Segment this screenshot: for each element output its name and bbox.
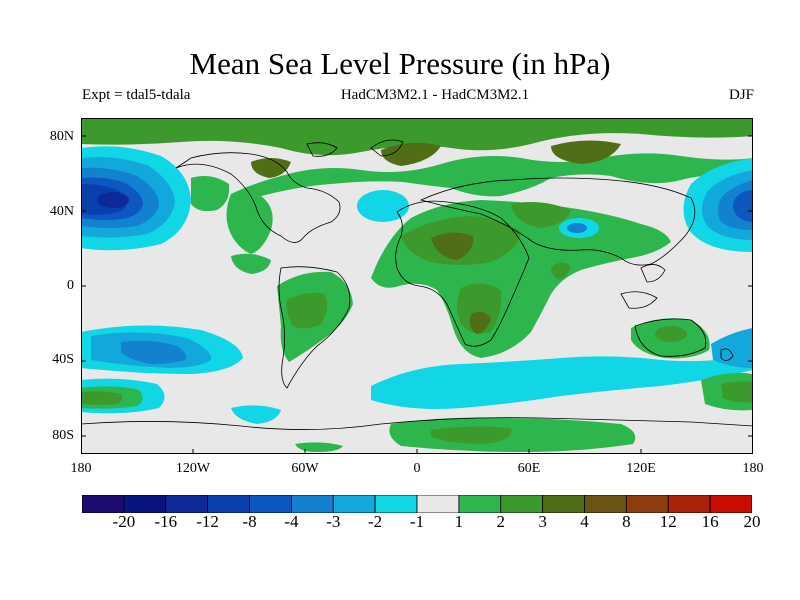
- colorbar-label-13: 8: [622, 512, 631, 531]
- north-atlantic-low: [357, 190, 409, 222]
- colorbar-swatch-13: [584, 495, 627, 513]
- africa-eurasia-field: [371, 200, 671, 358]
- lon-label-0: 0: [413, 461, 421, 476]
- lat-label-40n: 40N: [49, 204, 74, 219]
- lat-label-80s: 80S: [52, 428, 74, 443]
- colorbar: [82, 495, 752, 513]
- colorbar-swatch-14: [625, 495, 669, 513]
- colorbar-label-14: 12: [659, 512, 677, 531]
- colorbar-swatch-4: [207, 495, 250, 513]
- colorbar-label-12: 4: [580, 512, 589, 531]
- colorbar-label-2: -16: [154, 512, 178, 531]
- arctic-field: [81, 118, 753, 254]
- lon-label-60e: 60E: [517, 461, 541, 476]
- colorbar-label-9: 1: [454, 512, 464, 531]
- coastlines: [81, 139, 753, 430]
- colorbar-label-7: -2: [368, 512, 383, 531]
- colorbar-swatch-3: [165, 495, 209, 513]
- colorbar-label-5: -4: [284, 512, 299, 531]
- pressure-map: [81, 118, 753, 454]
- colorbar-labels: -20 -16 -12 -8 -4 -3 -2 -1 1 2 3 4 8 12 16 20: [0, 512, 800, 536]
- lat-label-40s: 40S: [52, 352, 74, 367]
- south-pacific-low: [81, 325, 243, 374]
- south-america-field: [231, 253, 353, 362]
- axis-ticks: [81, 135, 753, 454]
- colorbar-swatch-10: [458, 495, 502, 513]
- tibet-low: [559, 218, 599, 238]
- lon-label-180w: 180: [70, 461, 92, 476]
- colorbar-swatch-8: [374, 495, 418, 513]
- colorbar-swatch-7: [332, 495, 376, 513]
- lat-label-80n: 80N: [49, 129, 74, 144]
- season-label: DJF: [728, 87, 754, 103]
- lon-label-60w: 60W: [291, 461, 319, 476]
- southern-ocean-belt: [231, 328, 753, 424]
- colorbar-swatch-11: [500, 495, 544, 513]
- colorbar-swatch-9: [416, 495, 460, 513]
- lon-label-120e: 120E: [626, 461, 656, 476]
- model-label: HadCM3M2.1 - HadCM3M2.1: [340, 87, 530, 103]
- antarctic-field: [295, 417, 636, 452]
- lon-label-120w: 120W: [175, 461, 211, 476]
- colorbar-label-15: 16: [701, 512, 719, 531]
- experiment-label: Expt = tdal5-tdala: [82, 87, 191, 103]
- australia-field: [631, 318, 710, 359]
- north-pacific-low: [81, 146, 191, 251]
- colorbar-swatch-16: [709, 495, 752, 513]
- south-pacific-high: [81, 372, 753, 414]
- colorbar-label-11: 3: [538, 512, 547, 531]
- lon-label-180e: 180: [742, 461, 764, 476]
- colorbar-swatch-2: [123, 495, 167, 513]
- colorbar-label-16: 20: [743, 512, 761, 531]
- colorbar-swatch-5: [249, 495, 292, 513]
- colorbar-swatch-12: [542, 495, 585, 513]
- colorbar-label-1: -20: [112, 512, 136, 531]
- colorbar-label-3: -12: [196, 512, 219, 531]
- colorbar-label-6: -3: [326, 512, 341, 531]
- colorbar-swatch-1: [82, 495, 125, 513]
- colorbar-swatch-6: [290, 495, 334, 513]
- colorbar-swatch-15: [667, 495, 711, 513]
- colorbar-label-8: -1: [409, 512, 425, 531]
- north-pacific-green: [191, 176, 230, 212]
- pacific-low-east: [683, 158, 753, 252]
- colorbar-label-4: -8: [242, 512, 257, 531]
- map-title: Mean Sea Level Pressure (in hPa): [189, 46, 611, 81]
- colorbar-label-10: 2: [496, 512, 506, 531]
- lat-label-eq: 0: [67, 278, 74, 293]
